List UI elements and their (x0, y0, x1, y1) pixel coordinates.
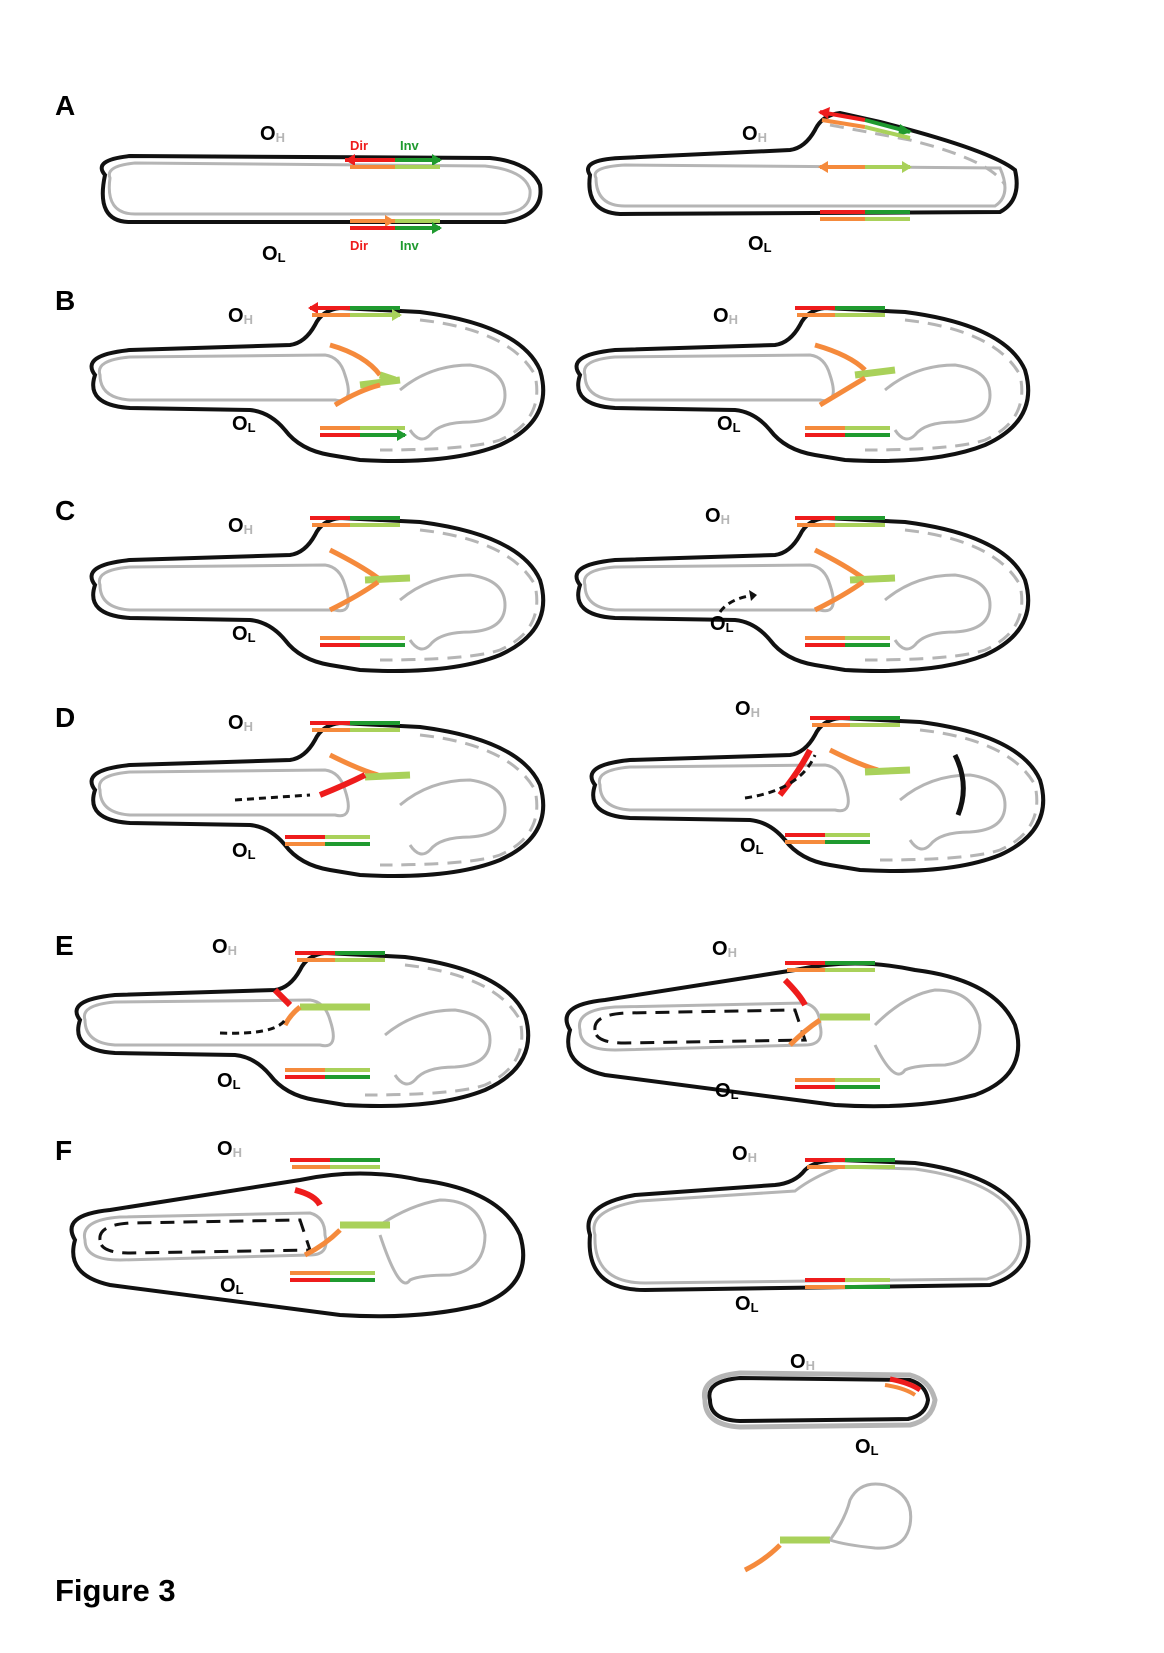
origin-heavy-label: OH (217, 1138, 242, 1160)
origin-heavy-label: OH (742, 123, 767, 145)
origin-light-label: OL (220, 1275, 244, 1297)
origin-heavy-label: OH (712, 938, 737, 960)
panel-d: D OH OL (55, 698, 1046, 878)
panel-e-left-molecule: OH OL (74, 936, 531, 1108)
origin-light-label: OL (232, 413, 256, 435)
origin-heavy-label: OH (212, 936, 237, 958)
origin-light-label: OL (740, 835, 764, 857)
panel-c-right-molecule: OH OL (574, 505, 1031, 673)
panel-b-left-molecule: OH OL (89, 302, 546, 463)
origin-light-label: OL (710, 613, 734, 635)
origin-light-label: OL (855, 1436, 879, 1458)
panel-letter-a: A (55, 90, 75, 121)
dir-label-bottom: Dir (350, 238, 368, 253)
origin-light-label: OL (217, 1070, 241, 1092)
inv-label-bottom: Inv (400, 238, 420, 253)
light-strand (593, 163, 1007, 208)
panel-d-left-molecule: OH OL (89, 712, 546, 878)
panel-a-left-molecule: Dir Inv Dir Inv OH OL (99, 123, 543, 265)
nascent-strand (829, 123, 1007, 186)
heavy-strand (99, 153, 543, 224)
origin-heavy-label: OH (228, 515, 253, 537)
panel-letter-b: B (55, 285, 75, 316)
panel-e: E OH OL (55, 930, 1021, 1109)
origin-light-label: OL (717, 413, 741, 435)
figure-caption: Figure 3 (55, 1573, 176, 1608)
origin-light-label: OL (232, 623, 256, 645)
panel-f-daughter-molecule: OH OL (701, 1351, 938, 1458)
dir-label-top: Dir (350, 138, 368, 153)
panel-a: A Dir Inv Dir Inv OH OL (55, 90, 1019, 265)
origin-light-label: OL (715, 1080, 739, 1102)
panel-b-right-molecule: OH OL (574, 305, 1031, 463)
panel-a-right-molecule: OH OL (586, 107, 1019, 255)
heavy-strand (586, 110, 1019, 217)
origin-heavy-label: OH (228, 712, 253, 734)
panel-letter-d: D (55, 702, 75, 733)
origin-heavy-label: OH (735, 698, 760, 720)
panel-letter-e: E (55, 930, 74, 961)
replication-fork-bracket (952, 753, 966, 816)
origin-heavy-label: OH (260, 123, 285, 145)
panel-f-released-strand (743, 1482, 913, 1573)
panel-f-left-molecule: OH OL (69, 1138, 526, 1319)
light-strand (107, 161, 532, 216)
origin-light-label: OL (735, 1293, 759, 1315)
origin-light-label: OL (748, 233, 772, 255)
panel-letter-c: C (55, 495, 75, 526)
origin-heavy-label: OH (713, 305, 738, 327)
origin-light-label: OL (262, 243, 286, 265)
inv-label-top: Inv (400, 138, 420, 153)
panel-c: C OH OL (55, 495, 1031, 673)
panel-e-right-molecule: OH OL (564, 938, 1021, 1109)
origin-heavy-label: OH (705, 505, 730, 527)
origin-heavy-label: OH (228, 305, 253, 327)
origin-light-label: OL (232, 840, 256, 862)
panel-d-right-molecule: OH OL (589, 698, 1046, 873)
origin-heavy-label: OH (732, 1143, 757, 1165)
origin-heavy-label: OH (790, 1351, 815, 1373)
panel-c-left-molecule: OH OL (89, 515, 546, 673)
panel-f-right-molecule: OH OL (586, 1143, 1031, 1315)
panel-f: F OH OL (55, 1135, 1031, 1573)
panel-b: B OH OL (55, 285, 1031, 463)
panel-letter-f: F (55, 1135, 72, 1166)
